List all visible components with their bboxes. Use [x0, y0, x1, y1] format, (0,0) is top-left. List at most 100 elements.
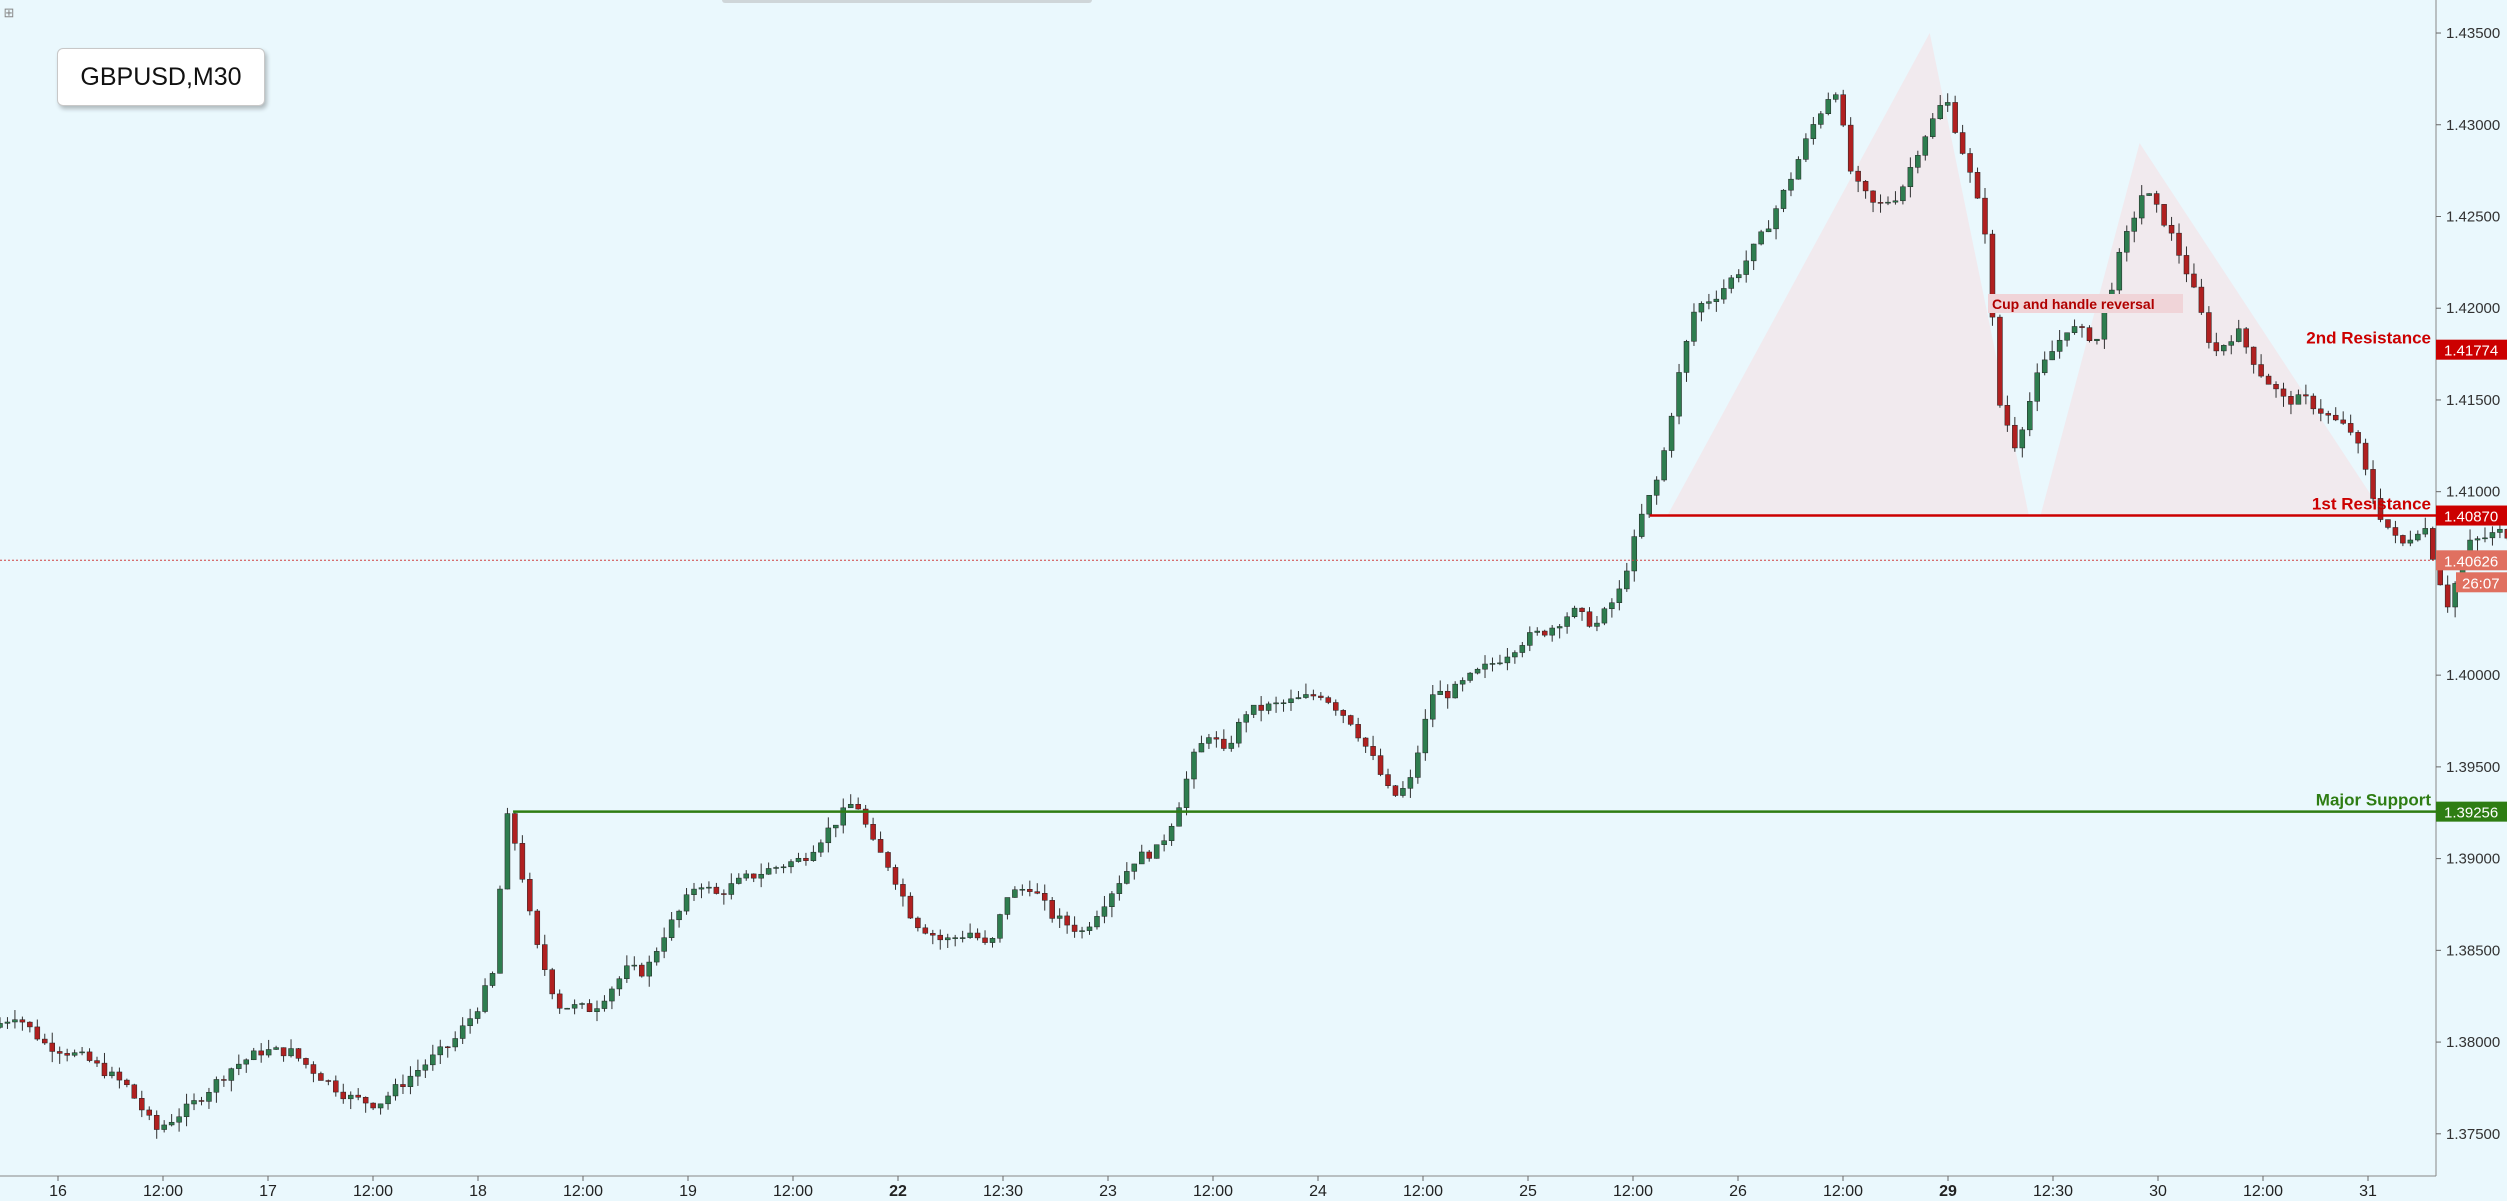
candle	[1870, 190, 1876, 213]
candle	[743, 870, 749, 881]
candle	[34, 1019, 41, 1041]
candle	[1534, 627, 1541, 636]
candle	[1295, 691, 1302, 700]
candle	[542, 934, 548, 976]
y-tick-label: 1.41000	[2446, 484, 2500, 501]
candle	[549, 967, 555, 1000]
candle-body	[1362, 737, 1369, 747]
candle-body	[1885, 201, 1891, 204]
candle	[810, 845, 817, 862]
candle-body	[556, 993, 563, 1009]
candle	[2392, 520, 2399, 544]
candle	[1325, 695, 1332, 705]
candle-body	[1198, 743, 1205, 753]
candle-body	[870, 824, 876, 840]
candle	[1146, 849, 1152, 862]
candle	[325, 1079, 332, 1086]
candle-body	[1594, 622, 1600, 627]
expand-icon[interactable]: ⊞	[3, 5, 15, 20]
top-panel-handle[interactable]	[722, 0, 1092, 3]
candle-body	[616, 978, 623, 990]
candle-body	[810, 851, 817, 861]
candle-body	[1034, 891, 1041, 894]
candle	[1549, 625, 1555, 642]
candle	[736, 873, 742, 885]
candle-body	[459, 1025, 466, 1039]
candle-body	[1109, 893, 1115, 907]
candle	[2273, 381, 2279, 398]
candle-body	[683, 894, 690, 912]
candle-body	[1944, 102, 1951, 106]
candle	[236, 1054, 242, 1076]
level-price-value: 1.40870	[2444, 509, 2498, 526]
candle-body	[422, 1064, 429, 1071]
candle-body	[900, 884, 906, 897]
candle	[146, 1106, 152, 1121]
candle-body	[79, 1051, 85, 1054]
x-tick-label: 12:00	[1613, 1183, 1653, 1200]
candle	[1280, 699, 1287, 712]
candle	[370, 1102, 376, 1111]
candle	[900, 878, 906, 907]
candle	[71, 1049, 78, 1058]
candle	[1109, 891, 1115, 918]
candle	[683, 888, 690, 915]
x-tick-label: 23	[1099, 1183, 1117, 1200]
candle-body	[944, 937, 951, 941]
candle	[1579, 607, 1585, 621]
candle-body	[750, 873, 757, 879]
candle-body	[504, 813, 511, 890]
y-tick-label: 1.38000	[2446, 1034, 2500, 1051]
candle-body	[1982, 197, 1988, 235]
candle-body	[564, 1007, 570, 1010]
candle-body	[788, 861, 794, 868]
candle-body	[601, 1000, 608, 1009]
candle	[437, 1039, 444, 1065]
candle	[1803, 133, 1809, 163]
candle-body	[2295, 394, 2302, 405]
candle-body	[1303, 694, 1309, 698]
time-axis[interactable]: 16 12:00 17 12:00 18 12:00 19 12:00 22 12:30 23 12:…	[49, 1176, 2377, 1200]
candle	[1683, 339, 1690, 382]
candle-body	[1922, 136, 1929, 156]
price-axis[interactable]: 1.43500 1.43000 1.42500 1.42000 1.41500 1.410…	[2436, 25, 2500, 1143]
candle-body	[1444, 690, 1451, 699]
candle-body	[333, 1080, 339, 1093]
candle-body	[2385, 519, 2391, 528]
candle-body	[1004, 897, 1011, 915]
x-tick-label: 12:00	[773, 1183, 813, 1200]
candle-body	[1452, 683, 1458, 699]
candle-body	[1758, 231, 1764, 245]
candle	[206, 1087, 212, 1109]
candle-body	[1765, 228, 1772, 233]
candle	[698, 883, 705, 899]
candle-body	[146, 1109, 152, 1116]
candle-body	[228, 1068, 235, 1081]
x-tick-label: 19	[679, 1183, 697, 1200]
candle-body	[1788, 178, 1794, 191]
candle-body	[310, 1064, 317, 1074]
x-tick-label: 18	[469, 1183, 487, 1200]
candle-body	[1638, 513, 1645, 537]
candle-body	[2131, 217, 2137, 232]
candle-body	[1318, 695, 1324, 698]
candle	[773, 865, 779, 874]
candle	[2370, 460, 2376, 504]
candle-body	[221, 1079, 227, 1081]
candle	[1646, 495, 1652, 518]
candle	[1497, 654, 1503, 666]
candle-body	[2116, 251, 2123, 291]
candle-body	[2273, 384, 2279, 390]
candle	[825, 817, 832, 853]
candle-body	[1191, 751, 1197, 780]
candle-body	[2504, 528, 2507, 539]
candle-body	[2138, 195, 2145, 219]
candle-body	[1586, 611, 1593, 627]
candle-body	[1862, 181, 1869, 192]
candle	[1713, 290, 1720, 312]
candle	[1840, 89, 1846, 128]
candle	[2362, 438, 2369, 476]
candle	[258, 1043, 264, 1063]
candle-body	[467, 1018, 473, 1027]
